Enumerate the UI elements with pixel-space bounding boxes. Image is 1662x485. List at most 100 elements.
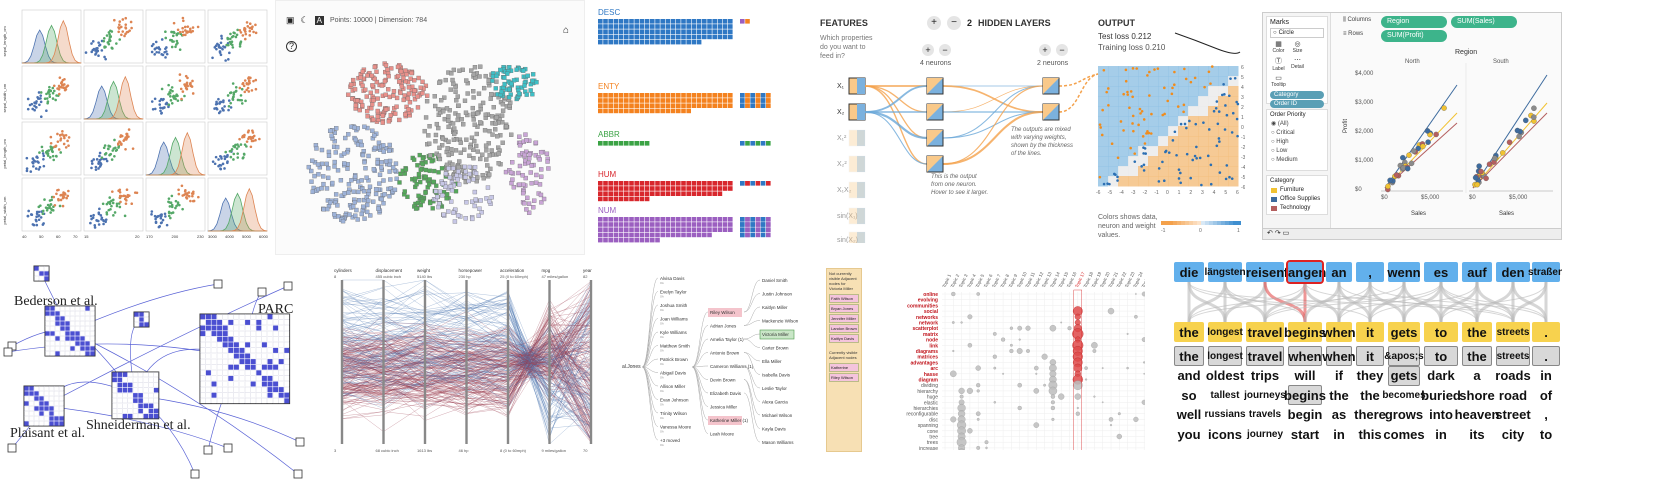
target-token[interactable]: . [1532,322,1560,342]
beam-token[interactable]: , [1544,407,1548,422]
beam-token[interactable]: when [1322,346,1356,366]
beam-token[interactable]: its [1469,426,1485,442]
filter-option[interactable]: ○ Low [1267,147,1327,156]
add-layer-button[interactable]: + [927,16,941,30]
adjacent-node-item[interactable]: Faith Wilson [829,294,859,303]
target-token[interactable]: begins [1284,322,1326,342]
target-token[interactable]: the [1462,322,1492,342]
filter-option[interactable]: ○ Medium [1267,156,1327,165]
beam-token[interactable]: when [1288,346,1322,366]
beam-token[interactable]: and [1177,368,1201,383]
target-token[interactable]: the [1174,322,1204,342]
beam-token[interactable]: tallest [1210,389,1240,401]
beam-token[interactable]: street [1495,407,1531,422]
beam-token[interactable]: begin [1287,407,1323,422]
beam-token[interactable]: . [1532,346,1560,366]
beam-token[interactable]: oldest [1205,368,1245,383]
beam-token[interactable]: travel [1246,346,1284,366]
adjacent-node-item[interactable]: Landon Brown [829,324,859,333]
target-token[interactable]: gets [1388,322,1420,342]
source-token[interactable]: es [1424,262,1458,282]
beam-token[interactable]: dark [1427,368,1455,383]
beam-token[interactable]: to [1424,346,1458,366]
mark-button-label[interactable]: Ⓣ Label [1270,56,1287,72]
source-token[interactable]: straßen [1528,262,1562,282]
beam-token[interactable]: journey [1246,428,1284,440]
beam-token[interactable]: they [1356,368,1384,383]
source-token[interactable]: wenn [1387,262,1421,282]
undo-icon[interactable]: ↶ [1267,230,1275,237]
source-token[interactable]: reisen [1246,262,1284,282]
text-icon[interactable]: A [314,16,324,25]
beam-token[interactable]: russians [1204,409,1246,420]
target-token[interactable]: streets [1496,322,1530,342]
beam-token[interactable]: the [1174,346,1204,366]
beam-token[interactable]: roads [1495,368,1531,383]
moon-icon[interactable]: ☾ [300,15,309,25]
beam-token[interactable]: the [1462,346,1492,366]
beam-token[interactable]: the [1329,387,1349,403]
adjacent-node-item[interactable]: Kaitlyn Davis [829,334,859,343]
col-pill-region[interactable]: Region [1381,16,1447,28]
mark-button-detail[interactable]: ⋯ Detail [1289,56,1306,72]
target-token[interactable]: to [1424,322,1458,342]
remove-layer-button[interactable]: − [947,16,961,30]
layer2-remove-button[interactable]: − [1056,44,1068,56]
beam-token[interactable]: into [1429,407,1453,422]
beam-token[interactable]: well [1176,407,1202,422]
beam-token[interactable]: grows [1384,407,1424,422]
filter-option[interactable]: ○ Critical [1267,129,1327,138]
beam-token[interactable]: becomes [1382,389,1426,401]
source-token[interactable]: fangen [1284,260,1326,284]
adjacent-node-item[interactable]: Bryan Jones [829,304,859,313]
radio-icon[interactable]: ○ [1271,148,1277,154]
beam-token[interactable]: if [1335,368,1343,383]
image-icon[interactable]: ▣ [286,15,295,25]
source-token[interactable]: an [1326,262,1352,282]
mark-button-tooltip[interactable]: ▭ Tooltip [1270,74,1287,88]
beam-token[interactable]: it [1356,346,1384,366]
beam-token[interactable]: there [1354,407,1386,422]
beam-token[interactable]: in [1540,368,1552,383]
source-token[interactable]: , [1356,262,1384,282]
target-token[interactable]: longest [1207,322,1243,342]
beam-token[interactable]: you [1177,426,1201,442]
legend-item[interactable]: Office Supplies [1267,195,1327,204]
radio-icon[interactable]: ○ [1271,157,1277,163]
redo-icon[interactable]: ↷ [1274,230,1283,237]
pill-category[interactable]: Category [1270,91,1324,99]
legend-item[interactable]: Furniture [1267,186,1327,195]
beam-token[interactable]: start [1290,426,1320,442]
beam-token[interactable]: a [1473,368,1481,383]
beam-token[interactable]: of [1539,387,1553,403]
beam-token[interactable]: travels [1248,409,1282,420]
beam-token[interactable]: comes [1383,426,1425,442]
adjacent-node-item[interactable]: Riley Wilson [829,373,859,382]
beam-token[interactable]: in [1333,426,1345,442]
target-token[interactable]: it [1356,322,1384,342]
beam-token[interactable]: gets [1388,365,1420,386]
help-icon[interactable]: ? [286,41,297,52]
beam-token[interactable]: &apos;s [1384,346,1424,366]
save-icon[interactable]: ▭ [1282,230,1290,237]
beam-token[interactable]: in [1435,426,1447,442]
adjacent-node-item[interactable]: Jennifer Miller [829,314,859,323]
source-token[interactable]: längsten [1204,262,1246,282]
beam-token[interactable]: buried [1421,387,1461,403]
layer2-add-button[interactable]: + [1039,44,1051,56]
beam-token[interactable]: this [1358,426,1382,442]
beam-token[interactable]: journeys [1244,389,1286,401]
beam-token[interactable]: so [1181,387,1197,403]
home-icon[interactable]: ⌂ [563,25,570,36]
source-token[interactable]: den [1496,262,1530,282]
beam-token[interactable]: streets [1496,346,1530,366]
beam-token[interactable]: begins [1284,385,1326,405]
beam-token[interactable]: heaven [1454,407,1500,422]
pill-order[interactable]: Order ID [1270,100,1324,108]
radio-icon[interactable]: ○ [1271,130,1277,136]
adjacent-node-item[interactable]: Katherine Miller [829,363,859,372]
layer1-remove-button[interactable]: − [939,44,951,56]
layer1-add-button[interactable]: + [922,44,934,56]
legend-item[interactable]: Technology [1267,204,1327,213]
filter-option[interactable]: ○ High [1267,138,1327,147]
